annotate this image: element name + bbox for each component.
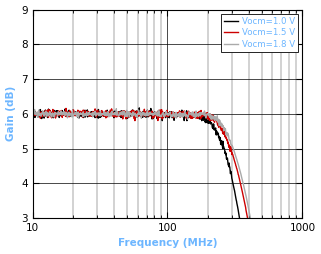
Line: Vocm=1.0 V: Vocm=1.0 V xyxy=(33,108,302,254)
Vocm=1.0 V xyxy=(47,113,51,116)
Vocm=1.5 V xyxy=(236,170,239,173)
Vocm=1.5 V xyxy=(47,108,51,111)
Vocm=1.5 V xyxy=(64,107,68,110)
Vocm=1.0 V xyxy=(188,111,192,114)
Vocm=1.8 V xyxy=(114,107,118,110)
Vocm=1.8 V xyxy=(236,161,239,164)
Vocm=1.8 V xyxy=(31,112,35,115)
X-axis label: Frequency (MHz): Frequency (MHz) xyxy=(118,239,217,248)
Y-axis label: Gain (dB): Gain (dB) xyxy=(5,86,15,141)
Vocm=1.8 V xyxy=(195,115,199,118)
Vocm=1.0 V xyxy=(137,106,141,109)
Vocm=1.0 V xyxy=(203,119,207,122)
Vocm=1.5 V xyxy=(31,112,35,115)
Line: Vocm=1.5 V: Vocm=1.5 V xyxy=(33,108,302,254)
Vocm=1.0 V xyxy=(31,109,35,112)
Vocm=1.8 V xyxy=(47,112,51,115)
Vocm=1.5 V xyxy=(203,114,207,117)
Vocm=1.8 V xyxy=(203,113,207,116)
Vocm=1.0 V xyxy=(195,115,199,118)
Line: Vocm=1.8 V: Vocm=1.8 V xyxy=(33,109,302,254)
Vocm=1.5 V xyxy=(188,112,192,115)
Legend: Vocm=1.0 V, Vocm=1.5 V, Vocm=1.8 V: Vocm=1.0 V, Vocm=1.5 V, Vocm=1.8 V xyxy=(221,14,298,52)
Vocm=1.5 V xyxy=(195,115,199,118)
Vocm=1.8 V xyxy=(188,112,192,115)
Vocm=1.0 V xyxy=(236,205,239,208)
